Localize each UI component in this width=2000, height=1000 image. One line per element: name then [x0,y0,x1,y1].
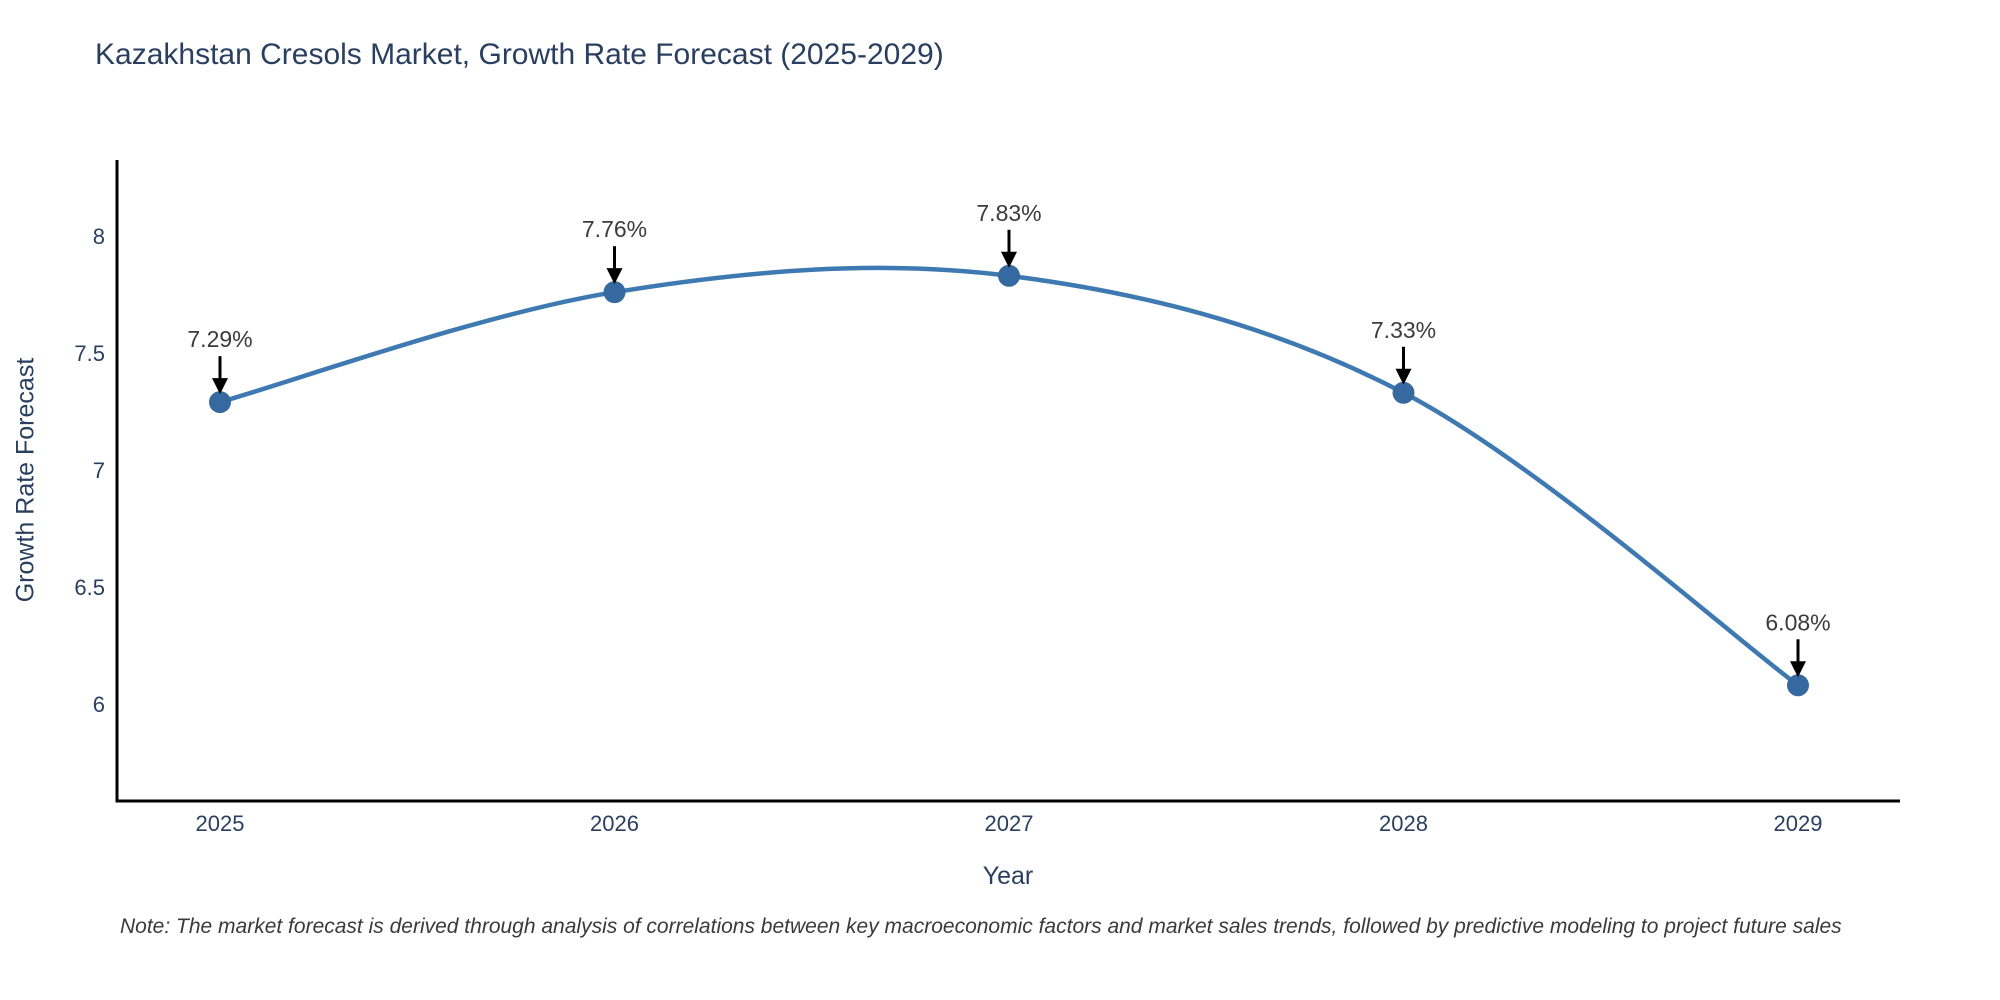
data-point-2029 [1787,674,1809,697]
y-tick-label: 8 [93,224,105,249]
point-label: 7.33% [1371,317,1436,343]
point-label: 6.08% [1765,609,1830,635]
x-tick-label: 2026 [590,811,639,836]
annotation-arrowhead [606,268,623,285]
trend-line [219,265,1800,688]
y-tick-label: 6.5 [74,575,105,600]
x-tick-label: 2029 [1774,811,1823,836]
x-tick-label: 2027 [985,811,1034,836]
footnote: Note: The market forecast is derived thr… [120,915,1842,938]
annotation-arrowhead [1395,368,1412,385]
data-point-2027 [998,264,1020,287]
chart-title: Kazakhstan Cresols Market, Growth Rate F… [95,38,944,71]
point-label: 7.29% [187,326,252,352]
x-axis-title: Year [982,862,1034,890]
x-tick-label: 2028 [1379,811,1428,836]
annotation-arrowhead [1790,661,1806,678]
y-tick-label: 7 [93,458,105,483]
point-label: 7.76% [582,216,647,242]
y-tick-label: 7.5 [74,341,105,366]
y-tick-label: 6 [93,692,105,717]
point-label: 7.83% [976,200,1041,226]
data-point-2025 [209,391,231,414]
data-point-2028 [1392,381,1415,404]
y-axis-title: Growth Rate Forecast [11,357,40,603]
x-tick-label: 2025 [196,811,245,836]
data-point-2026 [603,281,626,304]
annotation-arrowhead [1001,251,1017,268]
annotation-arrowhead [212,378,228,395]
